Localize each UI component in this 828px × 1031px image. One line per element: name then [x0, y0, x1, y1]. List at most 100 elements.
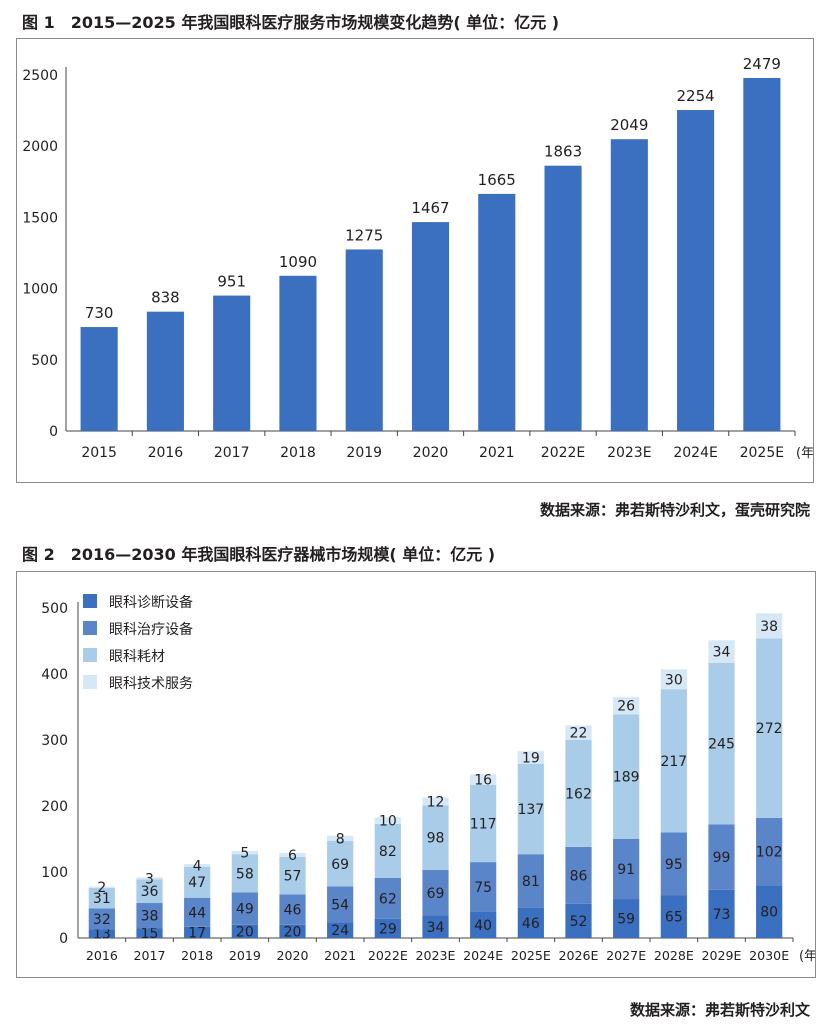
- data-label: 49: [236, 902, 254, 918]
- data-label: 1665: [478, 171, 516, 189]
- x-tick-label: 2024E: [463, 949, 503, 963]
- bar-segment: [184, 866, 211, 898]
- data-label: 34: [713, 645, 731, 661]
- x-tick-label: 2021: [479, 445, 515, 461]
- data-label: 15: [141, 926, 159, 942]
- bar-segment: [756, 613, 783, 639]
- data-label: 29: [379, 921, 397, 937]
- x-tick-label: 2027E: [606, 949, 646, 963]
- y-tick-label: 500: [41, 601, 68, 617]
- x-tick-label: 2016: [86, 949, 118, 963]
- x-tick-label: 2018: [181, 949, 213, 963]
- bar-segment: [374, 877, 401, 919]
- figure2-stacked-bar-chart: 0100200300400500133231220161538363201717…: [41, 594, 822, 964]
- data-label: 81: [522, 874, 540, 890]
- bar-segment: [279, 924, 306, 938]
- data-label: 4: [193, 858, 202, 874]
- x-tick-label: 2015: [81, 445, 117, 461]
- bar-segment: [565, 846, 592, 904]
- y-tick-label: 2500: [22, 68, 58, 84]
- data-label: 22: [570, 726, 588, 742]
- bar-segment: [88, 908, 115, 930]
- bar-segment: [88, 886, 115, 888]
- bar: [544, 165, 582, 431]
- data-label: 17: [188, 925, 206, 941]
- bar-segment: [136, 928, 163, 938]
- figure1-data-source: 数据来源：弗若斯特沙利文，蛋壳研究院: [539, 501, 810, 519]
- data-label: 38: [141, 909, 159, 925]
- bar-segment: [374, 918, 401, 938]
- figure1-title: 图 1 2015—2025 年我国眼科医疗服务市场规模变化趋势( 单位：亿元 ): [22, 13, 560, 32]
- x-tick-label: 2019: [346, 445, 382, 461]
- legend-label: 眼科治疗设备: [109, 621, 193, 638]
- legend-label: 眼科耗材: [109, 649, 165, 665]
- bar-segment: [660, 832, 687, 896]
- bar-segment: [517, 907, 544, 938]
- data-label: 5: [240, 846, 249, 862]
- bar: [279, 275, 317, 431]
- bar-segment: [422, 805, 449, 871]
- bar-segment: [88, 929, 115, 938]
- data-label: 2049: [610, 116, 648, 134]
- x-tick-label: 2021: [324, 949, 356, 963]
- bar-segment: [708, 889, 735, 938]
- bar-segment: [565, 903, 592, 938]
- bar-segment: [374, 817, 401, 824]
- y-tick-label: 0: [59, 931, 68, 947]
- bar-segment: [374, 823, 401, 878]
- data-label: 62: [379, 891, 397, 907]
- bar-segment: [756, 817, 783, 886]
- data-label: 44: [188, 905, 206, 921]
- data-label: 40: [474, 918, 492, 934]
- data-label: 34: [427, 920, 445, 936]
- y-tick-label: 0: [49, 424, 58, 440]
- figure2-title: 图 2 2016—2030 年我国眼科医疗器械市场规模( 单位：亿元 ): [22, 545, 496, 564]
- bar: [610, 139, 648, 431]
- data-label: 47: [188, 875, 206, 891]
- bar-segment: [756, 638, 783, 818]
- x-axis-unit: (年): [799, 949, 815, 964]
- figure2-data-source: 数据来源：弗若斯特沙利文: [629, 1001, 810, 1019]
- data-label: 95: [665, 857, 683, 873]
- data-label: 80: [760, 905, 778, 921]
- y-tick-label: 300: [41, 733, 68, 749]
- bar-segment: [708, 640, 735, 663]
- data-label: 38: [760, 619, 778, 635]
- x-axis-unit: (年): [796, 446, 813, 461]
- bar: [213, 295, 251, 431]
- data-label: 57: [284, 869, 302, 885]
- data-label: 20: [284, 924, 302, 940]
- y-tick-label: 1500: [22, 210, 58, 226]
- bar-segment: [327, 922, 354, 938]
- bar-segment: [231, 850, 258, 855]
- bar-segment: [422, 915, 449, 938]
- bar-segment: [184, 926, 211, 938]
- x-tick-label: 2020: [277, 949, 309, 963]
- data-label: 20: [236, 924, 254, 940]
- data-label: 951: [217, 273, 246, 291]
- data-label: 102: [756, 845, 783, 861]
- bar-segment: [422, 797, 449, 806]
- data-label: 838: [151, 289, 180, 307]
- data-label: 24: [331, 923, 349, 939]
- data-label: 30: [665, 672, 683, 688]
- bar-segment: [136, 877, 163, 880]
- data-label: 65: [665, 910, 683, 926]
- y-tick-label: 400: [41, 667, 68, 683]
- bar-segment: [327, 840, 354, 887]
- x-tick-label: 2023E: [416, 949, 456, 963]
- data-label: 189: [613, 770, 640, 786]
- x-tick-label: 2023E: [607, 445, 651, 461]
- data-label: 272: [756, 721, 783, 737]
- data-label: 8: [336, 831, 345, 847]
- bar: [743, 77, 781, 431]
- bar-segment: [613, 839, 640, 900]
- data-label: 98: [427, 831, 445, 847]
- x-tick-label: 2028E: [654, 949, 694, 963]
- y-tick-label: 500: [31, 353, 58, 369]
- data-label: 2254: [676, 87, 714, 105]
- data-label: 75: [474, 880, 492, 896]
- data-label: 730: [85, 304, 114, 322]
- data-label: 16: [474, 773, 492, 789]
- bar-segment: [660, 895, 687, 938]
